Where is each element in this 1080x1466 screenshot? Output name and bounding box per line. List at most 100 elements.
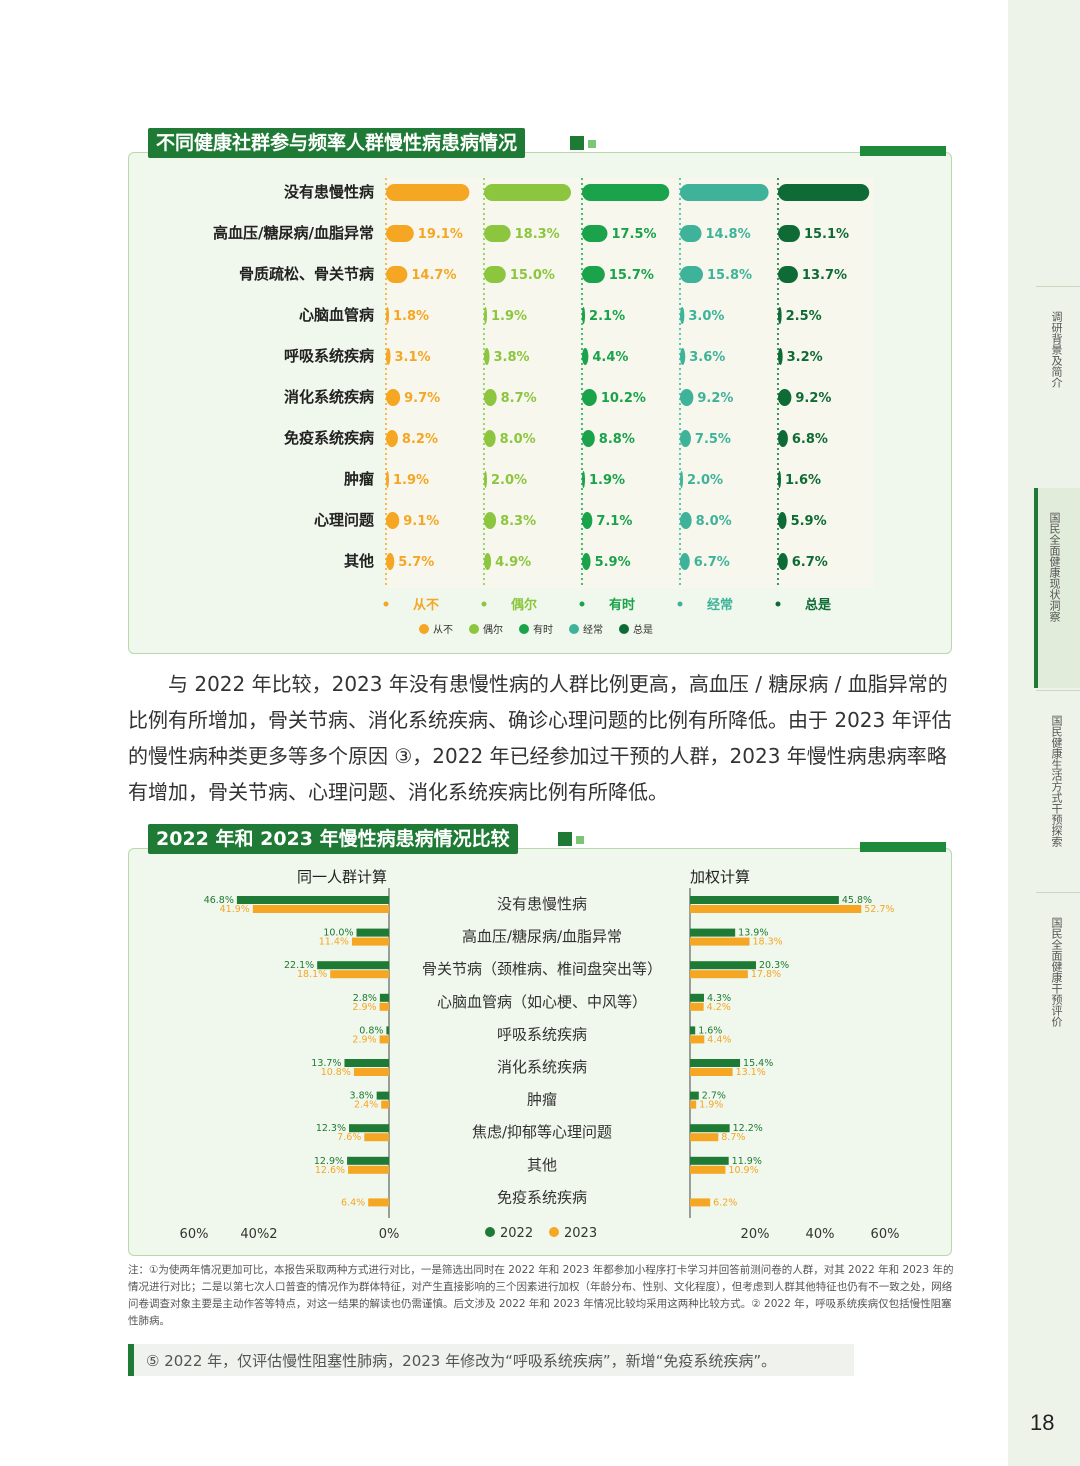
category-label: 免疫系统疾病 xyxy=(497,1188,587,1206)
footnote-text: ⑤ 2022 年，仅评估慢性阻塞性肺病，2023 年修改为“呼吸系统疾病”，新增… xyxy=(146,1352,777,1370)
data-bar xyxy=(778,512,787,529)
data-label: 9.1% xyxy=(403,514,439,529)
column-label: 从不 xyxy=(413,598,439,613)
data-bar xyxy=(680,266,703,283)
chart1-title: 不同健康社群参与频率人群慢性病患病情况 xyxy=(148,128,526,158)
data-label: 8.3% xyxy=(500,514,536,529)
data-bar xyxy=(484,225,511,242)
category-label: 心脑血管病（如心梗、中风等） xyxy=(437,993,647,1011)
data-label: 5.9% xyxy=(791,514,827,529)
data-bar xyxy=(582,430,595,447)
data-bar xyxy=(484,553,492,570)
column-label: 总是 xyxy=(805,597,832,613)
data-label: 17.8% xyxy=(751,969,781,980)
data-label: 7.5% xyxy=(695,432,731,447)
data-bar xyxy=(690,1035,705,1044)
data-bar xyxy=(690,937,750,946)
data-bar xyxy=(690,896,839,904)
data-label: 3.2% xyxy=(787,350,823,365)
chart2-panel xyxy=(128,848,952,1256)
category-label: 肿瘤 xyxy=(344,470,374,488)
data-bar xyxy=(236,896,389,904)
data-bar xyxy=(351,937,389,946)
data-label: 3.1% xyxy=(395,350,431,365)
data-label: 4.4% xyxy=(707,1034,731,1045)
data-label: 8.2% xyxy=(402,432,438,447)
x-tick-label: 0% xyxy=(379,1227,400,1242)
legend-label: 偶尔 xyxy=(483,623,503,636)
data-bar xyxy=(690,905,862,913)
legend-marker xyxy=(469,624,479,634)
data-label: 2.4% xyxy=(354,1100,378,1111)
data-bar xyxy=(347,1156,389,1165)
legend-marker xyxy=(419,624,429,634)
x-tick-label: 40% xyxy=(806,1227,835,1242)
data-label: 8.7% xyxy=(501,391,537,406)
data-bar xyxy=(690,1068,733,1076)
data-label: 10.8% xyxy=(321,1067,351,1078)
data-bar xyxy=(386,553,395,570)
data-bar xyxy=(379,1002,389,1011)
data-label: 59.8% xyxy=(524,186,569,201)
data-bar xyxy=(582,184,670,201)
data-label: 6.4% xyxy=(341,1197,365,1208)
column-dot xyxy=(383,601,389,607)
data-bar xyxy=(680,225,702,242)
data-bar xyxy=(690,1133,719,1142)
data-label: 6.8% xyxy=(792,432,828,447)
category-label: 没有患慢性病 xyxy=(497,895,587,913)
data-bar xyxy=(386,389,401,406)
data-label: 6.7% xyxy=(792,555,828,570)
category-label: 心理问题 xyxy=(314,511,375,529)
data-label: 19.1% xyxy=(418,227,463,242)
data-label: 60.9% xyxy=(721,186,766,201)
data-bar xyxy=(690,1156,729,1165)
data-label: 1.9% xyxy=(491,309,527,324)
chart-note: 注：①为使两年情况更加可比，本报告采取两种方式进行对比，一是筛选出同时在 202… xyxy=(128,1264,954,1327)
category-label: 没有患慢性病 xyxy=(284,183,374,201)
category-label: 肿瘤 xyxy=(527,1091,557,1109)
data-bar xyxy=(379,993,389,1002)
data-label: 14.8% xyxy=(706,227,751,242)
data-label: 7.6% xyxy=(337,1132,361,1143)
category-label: 呼吸系统疾病 xyxy=(284,347,374,365)
data-bar xyxy=(690,1198,711,1207)
side-tab-1[interactable]: 调研背景及简介 xyxy=(1036,286,1080,487)
data-label: 52.7% xyxy=(864,904,894,915)
data-bar xyxy=(484,307,487,324)
footnote-box: ⑤ 2022 年，仅评估慢性阻塞性肺病，2023 年修改为“呼吸系统疾病”，新增… xyxy=(128,1344,854,1376)
data-label: 2.0% xyxy=(687,473,723,488)
data-label: 13.7% xyxy=(802,268,847,283)
data-bar xyxy=(381,1100,389,1109)
body-paragraph: 与 2022 年比较，2023 年没有患慢性病的人群比例更高，高血压 / 糖尿病… xyxy=(128,666,958,810)
data-bar xyxy=(386,471,389,488)
data-bar xyxy=(386,430,398,447)
paragraph-text: 与 2022 年比较，2023 年没有患慢性病的人群比例更高，高血压 / 糖尿病… xyxy=(128,672,952,804)
side-tab-2[interactable]: 国民全面健康现状洞察 xyxy=(1036,488,1080,688)
data-bar xyxy=(386,348,391,365)
data-bar xyxy=(386,307,389,324)
title-decoration xyxy=(588,140,596,148)
column-dot xyxy=(481,601,487,607)
data-bar xyxy=(252,905,389,913)
data-bar xyxy=(484,184,571,201)
data-bar xyxy=(778,225,800,242)
data-label: 2.5% xyxy=(786,309,822,324)
data-label: 11.4% xyxy=(319,937,349,948)
data-bar xyxy=(386,266,408,283)
category-label: 高血压/糖尿病/血脂异常 xyxy=(213,224,374,242)
column-background xyxy=(778,178,874,588)
side-tab-3[interactable]: 国民健康生活方式干预探索 xyxy=(1036,690,1080,891)
side-tab-4[interactable]: 国民全面健康干预评价 xyxy=(1036,892,1080,1093)
data-bar xyxy=(344,1059,389,1067)
data-bar xyxy=(680,512,692,529)
data-bar xyxy=(690,1124,730,1133)
data-bar xyxy=(690,928,736,937)
x-tick-label: 40%2 xyxy=(240,1227,277,1242)
data-bar xyxy=(484,389,497,406)
data-label: 18.1% xyxy=(297,969,327,980)
data-bar xyxy=(778,348,783,365)
category-label: 呼吸系统疾病 xyxy=(497,1025,587,1043)
data-label: 3.6% xyxy=(689,350,725,365)
column-dot xyxy=(677,601,683,607)
